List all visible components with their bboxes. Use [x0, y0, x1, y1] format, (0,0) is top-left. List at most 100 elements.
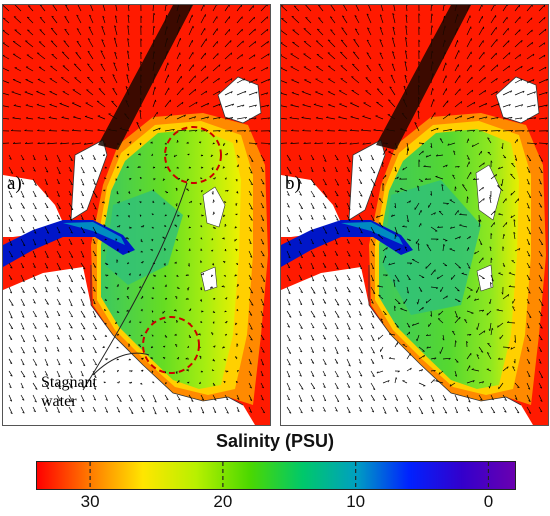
velocity-vector	[394, 406, 399, 412]
velocity-arrowhead	[114, 37, 117, 40]
velocity-arrowhead	[82, 304, 85, 307]
velocity-vector	[394, 202, 397, 208]
velocity-arrowhead	[46, 279, 49, 282]
velocity-vector	[418, 274, 425, 278]
velocity-vector	[430, 269, 436, 276]
velocity-vector	[454, 50, 460, 60]
velocity-arrowhead	[328, 104, 331, 106]
velocity-vectors	[3, 5, 270, 415]
velocity-arrowhead	[45, 158, 48, 161]
velocity-vector	[56, 394, 61, 402]
velocity-arrowhead	[397, 176, 399, 179]
velocity-vector	[281, 142, 288, 144]
velocity-vector	[405, 37, 408, 48]
velocity-vector	[188, 116, 196, 120]
velocity-vector	[68, 370, 73, 378]
velocity-arrowhead	[476, 327, 478, 330]
velocity-arrowhead	[497, 357, 501, 360]
velocity-vector	[454, 358, 459, 363]
velocity-vector	[334, 286, 338, 292]
velocity-arrowhead	[58, 280, 61, 283]
velocity-arrowhead	[74, 63, 77, 65]
velocity-arrowhead	[200, 190, 203, 193]
velocity-arrowhead	[527, 171, 531, 173]
velocity-vector	[526, 190, 532, 198]
velocity-arrowhead	[152, 287, 155, 290]
velocity-vector	[200, 394, 205, 401]
velocity-arrowhead	[213, 411, 217, 413]
velocity-arrowhead	[48, 116, 52, 118]
velocity-vector	[440, 286, 444, 293]
velocity-arrowhead	[175, 204, 178, 207]
velocity-vector	[13, 16, 22, 24]
velocity-vector	[298, 286, 303, 293]
velocity-vector	[430, 142, 433, 148]
velocity-vector	[526, 382, 531, 390]
velocity-vector	[338, 130, 348, 132]
velocity-arrowhead	[324, 207, 327, 209]
velocity-arrowhead	[236, 308, 239, 312]
velocity-arrowhead	[249, 362, 252, 365]
velocity-vector	[526, 79, 535, 84]
velocity-arrowhead	[61, 116, 64, 118]
velocity-vector	[370, 226, 375, 234]
velocity-arrowhead	[360, 400, 363, 402]
velocity-vector	[394, 176, 399, 180]
velocity-vector	[334, 178, 340, 186]
velocity-arrowhead	[199, 299, 202, 302]
velocity-vector	[502, 52, 511, 60]
velocity-vector	[32, 166, 36, 172]
velocity-vector	[20, 394, 25, 401]
velocity-vector	[349, 130, 360, 132]
velocity-vector	[100, 63, 106, 72]
velocity-vector	[538, 322, 543, 329]
velocity-vector	[428, 202, 432, 208]
velocity-vector	[452, 330, 456, 336]
velocity-arrowhead	[441, 184, 444, 187]
velocity-arrowhead	[311, 375, 315, 377]
velocity-vector	[406, 367, 412, 372]
velocity-arrowhead	[461, 272, 464, 274]
velocity-vector	[358, 334, 363, 341]
velocity-vector	[44, 262, 49, 269]
velocity-arrowhead	[10, 374, 13, 377]
land-west	[281, 175, 343, 237]
velocity-arrowhead	[395, 410, 399, 412]
velocity-arrowhead	[58, 328, 61, 330]
velocity-arrowhead	[287, 326, 290, 328]
velocity-arrowhead	[472, 130, 475, 132]
velocity-vector	[310, 334, 315, 341]
velocity-arrowhead	[407, 147, 410, 150]
velocity-arrowhead	[262, 411, 265, 414]
velocity-vector	[116, 406, 121, 413]
velocity-arrowhead	[241, 29, 243, 32]
velocity-arrowhead	[355, 28, 358, 31]
velocity-arrowhead	[199, 202, 202, 206]
velocity-vector	[44, 334, 49, 342]
velocity-arrowhead	[527, 254, 531, 257]
velocity-vector	[56, 226, 61, 234]
velocity-vector	[298, 226, 303, 233]
velocity-arrowhead	[224, 200, 227, 204]
velocity-arrowhead	[125, 86, 128, 89]
velocity-arrowhead	[81, 218, 84, 220]
velocity-arrowhead	[87, 76, 90, 78]
velocity-vector	[507, 322, 516, 324]
velocity-arrowhead	[25, 104, 28, 106]
velocity-arrowhead	[201, 311, 204, 313]
velocity-vector	[473, 178, 480, 180]
velocity-vector	[454, 286, 460, 292]
velocity-arrowhead	[315, 129, 318, 131]
velocity-arrowhead	[348, 160, 351, 163]
velocity-arrowhead	[22, 340, 25, 343]
velocity-arrowhead	[311, 267, 315, 270]
velocity-vector	[20, 286, 25, 293]
velocity-vector	[358, 238, 363, 245]
velocity-vector	[92, 406, 97, 412]
velocity-vector	[248, 406, 252, 413]
velocity-arrowhead	[102, 345, 105, 348]
velocity-vector	[56, 154, 61, 163]
velocity-arrowhead	[515, 398, 518, 400]
velocity-vector	[200, 38, 207, 48]
velocity-arrowhead	[360, 339, 363, 341]
